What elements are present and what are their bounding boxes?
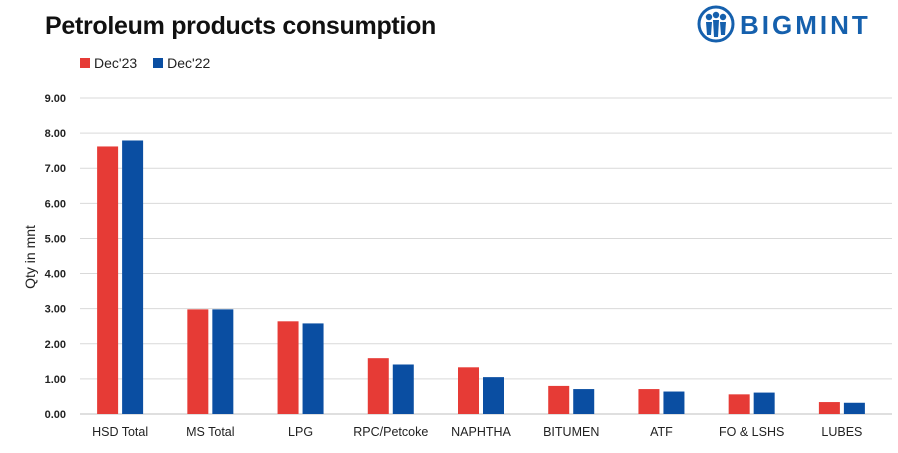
bar-dec23 <box>638 389 660 414</box>
x-category-label: LPG <box>288 425 313 439</box>
x-category-label: NAPHTHA <box>451 425 511 439</box>
x-category-label: MS Total <box>186 425 234 439</box>
bar-dec22 <box>302 323 324 414</box>
x-axis-categories: HSD Total MS Total LPG RPC/Petcoke NAPHTHA BI… <box>92 425 862 439</box>
y-tick-label: 8.00 <box>45 128 66 140</box>
bigmint-logo: BIGMINT <box>697 5 871 43</box>
bar-dec22 <box>122 140 144 415</box>
y-tick-label: 3.00 <box>45 304 66 316</box>
x-category-label: HSD Total <box>92 425 148 439</box>
y-tick-label: 7.00 <box>45 163 66 175</box>
x-category-label: FO & LSHS <box>719 425 784 439</box>
y-axis-ticks: 0.00 1.00 2.00 3.00 4.00 5.00 6.00 7.00 8.00 9.00 <box>45 93 66 421</box>
legend-item-dec23: Dec'23 <box>80 55 137 71</box>
bar-dec22 <box>753 392 775 414</box>
bar-dec23 <box>458 367 479 414</box>
y-tick-label: 1.00 <box>45 374 66 386</box>
x-category-label: ATF <box>650 425 673 439</box>
y-tick-label: 5.00 <box>45 233 66 245</box>
bar-dec22 <box>392 364 414 414</box>
page-title: Petroleum products consumption <box>45 12 437 40</box>
bar-dec23 <box>367 358 389 414</box>
bar-dec23 <box>187 309 209 414</box>
people-logo-icon <box>697 5 735 43</box>
bar-dec23 <box>818 402 840 414</box>
y-axis-label: Qty in mnt <box>22 225 38 289</box>
y-tick-label: 0.00 <box>45 409 66 421</box>
bar-dec23 <box>548 385 570 414</box>
legend-label-dec22: Dec'22 <box>167 55 211 71</box>
y-tick-label: 2.00 <box>45 339 66 351</box>
logo-text: BIGMINT <box>740 10 871 40</box>
legend-swatch-dec22 <box>153 58 164 68</box>
legend-swatch-dec23 <box>80 58 90 68</box>
bar-dec23 <box>97 146 119 414</box>
x-category-label: RPC/Petcoke <box>353 425 428 439</box>
bars <box>97 140 865 415</box>
bar-dec22 <box>483 377 504 414</box>
bar-dec22 <box>212 309 234 414</box>
bar-dec22 <box>663 391 685 414</box>
x-category-label: BITUMEN <box>543 425 599 439</box>
legend-label-dec23: Dec'23 <box>94 55 138 71</box>
chart-legend: Dec'23 Dec'22 <box>80 55 210 71</box>
bar-dec23 <box>277 321 299 414</box>
bar-dec22 <box>573 389 595 414</box>
legend-item-dec22: Dec'22 <box>153 55 210 71</box>
bar-dec22 <box>843 402 865 414</box>
bar-dec23 <box>728 394 750 414</box>
y-tick-label: 4.00 <box>45 269 66 281</box>
x-category-label: LUBES <box>821 425 862 439</box>
y-tick-label: 6.00 <box>45 198 66 210</box>
y-tick-label: 9.00 <box>45 93 66 105</box>
